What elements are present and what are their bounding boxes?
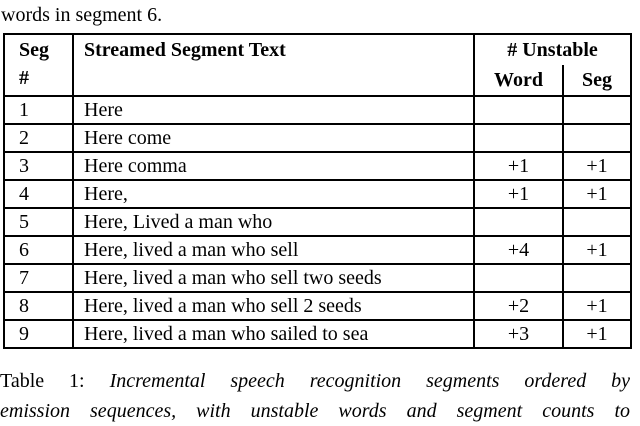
cell-unstable-seg: [561, 263, 633, 293]
table-row: 9 Here, lived a man who sailed to sea +3…: [3, 319, 633, 349]
cell-segment-text: Here: [72, 95, 475, 125]
segments-table: Seg # Streamed Segment Text # Unstable W…: [3, 33, 633, 349]
cell-unstable-word: [473, 207, 564, 237]
cell-seg-number: 3: [3, 151, 74, 181]
cell-unstable-word: [473, 95, 564, 125]
cell-unstable-word: +1: [473, 179, 564, 209]
cell-unstable-seg: +1: [561, 291, 633, 321]
cell-unstable-seg: +1: [561, 151, 633, 181]
table-row: 8 Here, lived a man who sell 2 seeds +2 …: [3, 291, 633, 321]
cell-seg-number: 7: [3, 263, 74, 293]
caption-line-1: Table 1: Incremental speech recognition …: [0, 366, 630, 396]
cell-unstable-word: [473, 123, 564, 153]
cell-unstable-seg: +1: [561, 235, 633, 265]
cell-seg-number: 5: [3, 207, 74, 237]
cell-unstable-seg: [561, 123, 633, 153]
cell-unstable-word: [473, 263, 564, 293]
caption-label: Table 1:: [0, 370, 85, 392]
cell-segment-text: Here come: [72, 123, 475, 153]
cell-unstable-seg: +1: [561, 319, 633, 349]
cell-segment-text: Here, lived a man who sell two seeds: [72, 263, 475, 293]
header-seg-number: Seg #: [3, 33, 74, 97]
cell-seg-number: 6: [3, 235, 74, 265]
cell-seg-number: 4: [3, 179, 74, 209]
cell-unstable-word: +3: [473, 319, 564, 349]
cell-unstable-word: +1: [473, 151, 564, 181]
table-row: 6 Here, lived a man who sell +4 +1: [3, 235, 633, 265]
cell-segment-text: Here comma: [72, 151, 475, 181]
header-seg-line2: #: [19, 67, 29, 89]
header-seg-line1: Seg: [19, 39, 49, 61]
cell-unstable-word: +4: [473, 235, 564, 265]
header-unstable: # Unstable: [472, 33, 633, 65]
table-row: 7 Here, lived a man who sell two seeds: [3, 263, 633, 293]
header-streamed-text: Streamed Segment Text: [72, 33, 475, 97]
caption-text-line2: emission sequences, with unstable words …: [0, 400, 630, 422]
cell-segment-text: Here, lived a man who sell 2 seeds: [72, 291, 475, 321]
header-unstable-word: Word: [473, 65, 564, 97]
cell-seg-number: 8: [3, 291, 74, 321]
cell-unstable-seg: [561, 207, 633, 237]
cell-seg-number: 2: [3, 123, 74, 153]
cell-segment-text: Here, lived a man who sell: [72, 235, 475, 265]
table-header: Seg # Streamed Segment Text # Unstable W…: [3, 33, 633, 97]
header-row-1: Seg # Streamed Segment Text # Unstable: [3, 33, 633, 97]
cell-segment-text: Here, Lived a man who: [72, 207, 475, 237]
table-row: 2 Here come: [3, 123, 633, 153]
table-row: 4 Here, +1 +1: [3, 179, 633, 209]
table-row: 5 Here, Lived a man who: [3, 207, 633, 237]
header-row-2: Word Seg: [4, 65, 633, 97]
cell-segment-text: Here, lived a man who sailed to sea: [72, 319, 475, 349]
cell-unstable-word: +2: [473, 291, 564, 321]
cell-unstable-seg: +1: [561, 179, 633, 209]
table-row: 3 Here comma +1 +1: [3, 151, 633, 181]
cell-seg-number: 9: [3, 319, 74, 349]
cell-seg-number: 1: [3, 95, 74, 125]
body-text: words in segment 6.: [1, 4, 163, 26]
caption-text-line1: Incremental speech recognition segments …: [109, 370, 631, 392]
header-unstable-seg: Seg: [561, 65, 633, 97]
table-body: 1 Here 2 Here come 3 Here comma +1 +1 4 …: [3, 95, 633, 349]
cell-unstable-seg: [561, 95, 633, 125]
cell-segment-text: Here,: [72, 179, 475, 209]
table-row: 1 Here: [3, 95, 633, 125]
table-caption: Table 1: Incremental speech recognition …: [0, 366, 630, 426]
